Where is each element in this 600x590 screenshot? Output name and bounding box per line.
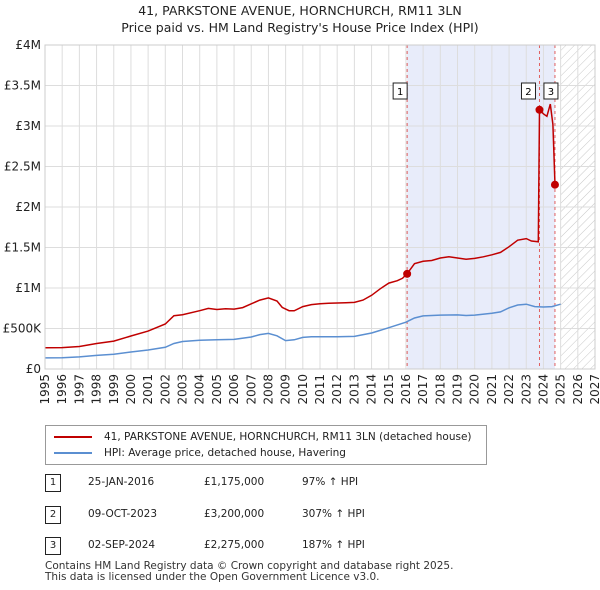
x-tick-label: 1997 <box>72 374 86 405</box>
x-tick-label: 1995 <box>38 374 52 405</box>
x-tick-label: 2024 <box>536 374 550 405</box>
transaction-point <box>535 105 544 114</box>
transaction-price: £3,200,000 <box>204 508 265 520</box>
footer-copyright: Contains HM Land Registry data © Crown c… <box>45 560 454 572</box>
y-tick-label: £4M <box>15 38 41 52</box>
transaction-point <box>550 180 559 189</box>
x-tick-label: 2005 <box>210 374 224 405</box>
transaction-label: 3 <box>543 82 559 100</box>
x-tick-label: 2014 <box>365 374 379 405</box>
transaction-date: 02-SEP-2024 <box>88 539 156 551</box>
x-tick-label: 2020 <box>468 374 482 405</box>
x-tick-label: 2000 <box>124 374 138 405</box>
chart-title-block: 41, PARKSTONE AVENUE, HORNCHURCH, RM11 3… <box>0 2 600 36</box>
transaction-label: 1 <box>392 82 408 100</box>
y-tick-label: £2.5M <box>4 160 41 174</box>
x-tick-label: 2016 <box>399 374 413 405</box>
y-tick-label: £3M <box>15 119 41 133</box>
property-price-line <box>45 103 556 349</box>
legend-swatch-hpi <box>54 452 92 454</box>
transaction-label-box <box>392 82 408 100</box>
x-tick-label: 2027 <box>588 374 600 405</box>
y-tick-label: £0 <box>26 362 41 376</box>
footer: Contains HM Land Registry data © Crown c… <box>45 561 595 582</box>
x-tick-label: 2003 <box>176 374 190 405</box>
transaction-date: 09-OCT-2023 <box>88 508 157 520</box>
transaction-hpi: 307% ↑ HPI <box>302 508 365 520</box>
x-tick-label: 2012 <box>330 374 344 405</box>
price-chart: 1995 1996 1997 1998 1999 2000 2001 2002 2003 2004… <box>3 38 600 405</box>
legend-item-hpi: HPI: Average price, detached house, Have… <box>54 445 346 461</box>
x-tick-label: 2013 <box>347 374 361 405</box>
legend-label-hpi: HPI: Average price, detached house, Have… <box>104 447 346 459</box>
x-tick-label: 2021 <box>485 374 499 405</box>
x-tick-label: 2015 <box>382 374 396 405</box>
legend-swatch-property <box>54 436 92 438</box>
transaction-label-text: 3 <box>548 87 554 98</box>
transaction-label: 2 <box>520 82 536 100</box>
plot-border <box>44 44 596 370</box>
y-tick-label: £1M <box>15 281 41 295</box>
transaction-label-box <box>520 82 536 100</box>
x-tick-label: 2006 <box>227 374 241 405</box>
footer-licence: This data is licensed under the Open Gov… <box>45 570 380 583</box>
x-tick-label: 2008 <box>261 374 275 405</box>
transaction-date: 25-JAN-2016 <box>88 476 155 488</box>
transaction-point <box>403 269 412 278</box>
legend: 41, PARKSTONE AVENUE, HORNCHURCH, RM11 3… <box>45 425 487 465</box>
x-tick-label: 2002 <box>158 374 172 405</box>
x-tick-label: 1998 <box>90 374 104 405</box>
x-tick-label: 2004 <box>193 374 207 405</box>
x-tick-label: 2019 <box>451 374 465 405</box>
legend-label-property: 41, PARKSTONE AVENUE, HORNCHURCH, RM11 3… <box>104 431 472 443</box>
x-tick-label: 2011 <box>313 374 327 405</box>
x-tick-label: 2026 <box>571 374 585 405</box>
x-tick-label: 2010 <box>296 374 310 405</box>
transaction-price: £1,175,000 <box>204 476 265 488</box>
x-tick-label: 2017 <box>416 374 430 405</box>
transaction-hpi: 97% ↑ HPI <box>302 476 359 488</box>
y-tick-label: £1.5M <box>4 241 41 255</box>
x-tick-label: 2025 <box>554 374 568 405</box>
transaction-hpi: 187% ↑ HPI <box>302 539 365 551</box>
hpi-line <box>45 303 561 359</box>
y-tick-label: £500K <box>3 322 43 336</box>
x-tick-label: 2022 <box>502 374 516 405</box>
transaction-label-box <box>543 82 559 100</box>
transaction-price: £2,275,000 <box>204 539 265 551</box>
x-tick-label: 2009 <box>279 374 293 405</box>
x-tick-label: 2007 <box>244 374 258 405</box>
transaction-badge: 3 <box>45 537 61 555</box>
chart-subtitle: Price paid vs. HM Land Registry's House … <box>121 20 479 35</box>
transaction-label-text: 2 <box>525 87 531 98</box>
y-tick-label: £2M <box>15 200 41 214</box>
y-tick-label: £3.5M <box>4 79 41 93</box>
x-tick-label: 2018 <box>433 374 447 405</box>
transaction-label-text: 1 <box>397 87 403 98</box>
legend-item-property: 41, PARKSTONE AVENUE, HORNCHURCH, RM11 3… <box>54 429 472 445</box>
transaction-badge: 1 <box>45 474 61 492</box>
x-tick-label: 2023 <box>519 374 533 405</box>
x-tick-label: 1999 <box>107 374 121 405</box>
transaction-badge: 2 <box>45 506 61 524</box>
x-tick-label: 2001 <box>141 374 155 405</box>
chart-title: 41, PARKSTONE AVENUE, HORNCHURCH, RM11 3… <box>138 3 462 18</box>
x-tick-label: 1996 <box>55 374 69 405</box>
